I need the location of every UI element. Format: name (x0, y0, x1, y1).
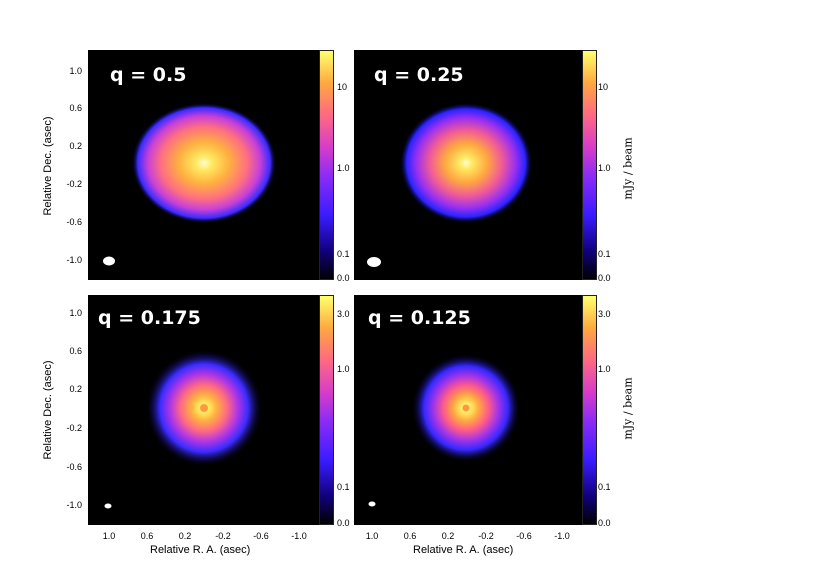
y-tick-label: -0.2 (66, 179, 82, 189)
y-tick-label: -1.0 (66, 255, 82, 265)
colorbar-tick-label: 1.0 (337, 364, 350, 374)
x-tick-label: -0.6 (253, 531, 269, 541)
y-axis-label: Relative Dec. (asec) (42, 116, 54, 216)
colorbar-tick-label: 0.0 (337, 518, 350, 528)
x-tick-label: -0.6 (516, 531, 532, 541)
disk-image-q-0-5 (103, 103, 276, 266)
y-tick-label: 1.0 (69, 66, 82, 76)
x-tick-label: 0.2 (441, 531, 455, 541)
colorbar-tick-label: 0.1 (598, 249, 611, 259)
y-tick-label: 0.2 (69, 141, 82, 151)
colorbar-tick-label: 1.0 (598, 163, 611, 173)
y-tick-label: -0.2 (66, 423, 82, 433)
disk-emission (132, 103, 276, 223)
colorbar (582, 295, 597, 525)
x-tick-label: 1.0 (102, 531, 116, 541)
disk-image-q-0-25 (367, 103, 532, 267)
colorbar (319, 295, 334, 525)
y-tick-label: 0.6 (69, 103, 82, 113)
colorbar (319, 50, 334, 280)
panel-q-0-25: q = 0.25 (354, 50, 584, 280)
panel-title: q = 0.125 (368, 307, 471, 329)
colorbar-tick-label: 0.0 (598, 273, 611, 283)
beam-ellipse (368, 501, 376, 507)
x-tick-label: 0.2 (178, 531, 192, 541)
x-tick-label: 1.0 (365, 531, 379, 541)
colorbar-tick-label: 0.0 (337, 273, 350, 283)
colorbar-tick-label: 0.1 (337, 249, 350, 259)
x-tick-label: 0.6 (140, 531, 154, 541)
x-tick-label: -0.2 (215, 531, 231, 541)
colorbar-tick-label: 0.0 (598, 518, 611, 528)
y-tick-label: -0.6 (66, 462, 82, 472)
colorbar-label: mJy / beam (621, 377, 635, 440)
colorbar-tick-label: 1.0 (337, 163, 350, 173)
x-tick-label: -1.0 (291, 531, 307, 541)
y-tick-label: 0.6 (69, 346, 82, 356)
disk-emission (400, 103, 532, 223)
disk-image-q-0-125 (368, 354, 520, 507)
panel-q-0-175: q = 0.175 (88, 295, 320, 525)
disk-image-q-0-175 (104, 350, 262, 509)
panel-title: q = 0.175 (98, 307, 201, 329)
y-axis-label: Relative Dec. (asec) (42, 360, 54, 460)
disk-inner-cavity (462, 404, 470, 412)
panel-title: q = 0.5 (110, 64, 187, 86)
x-axis-label: Relative R. A. (asec) (413, 544, 514, 556)
colorbar (582, 50, 597, 280)
colorbar-tick-label: 10 (337, 82, 348, 92)
panel-q-0-125: q = 0.125 (354, 295, 584, 525)
beam-ellipse (103, 256, 115, 266)
x-tick-label: -1.0 (554, 531, 570, 541)
panel-title: q = 0.25 (374, 64, 464, 86)
panel-q-0-5: q = 0.5 (88, 50, 320, 280)
y-tick-label: 1.0 (69, 308, 82, 318)
y-tick-label: -1.0 (66, 500, 82, 510)
x-tick-label: -0.2 (478, 531, 494, 541)
y-tick-label: -0.6 (66, 217, 82, 227)
y-tick-label: 0.2 (69, 384, 82, 394)
colorbar-tick-label: 0.1 (337, 482, 350, 492)
beam-ellipse (104, 503, 112, 509)
colorbar-tick-label: 0.1 (598, 482, 611, 492)
beam-ellipse (367, 257, 381, 267)
x-axis-label: Relative R. A. (asec) (150, 544, 251, 556)
colorbar-tick-label: 3.0 (598, 309, 611, 319)
colorbar-tick-label: 3.0 (337, 309, 350, 319)
colorbar-tick-label: 1.0 (598, 364, 611, 374)
colorbar-tick-label: 10 (598, 82, 609, 92)
x-tick-label: 0.6 (403, 531, 417, 541)
colorbar-label: mJy / beam (621, 137, 635, 200)
disk-inner-cavity (200, 404, 208, 412)
